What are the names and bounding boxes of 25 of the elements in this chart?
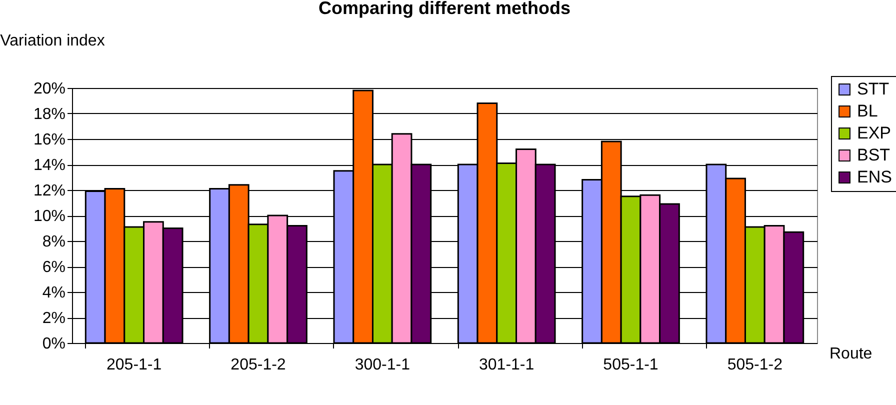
y-tick-label: 10% — [33, 208, 66, 225]
x-tick-label: 205-1-2 — [230, 356, 286, 374]
x-axis-title: Route — [830, 346, 872, 362]
chart-title: Comparing different methods — [318, 0, 571, 18]
x-tick-label: 505-1-2 — [727, 356, 783, 374]
y-tick-label: 20% — [33, 80, 66, 98]
legend-label: ENS — [857, 168, 892, 186]
y-tick-label: 8% — [42, 234, 66, 250]
y-tick-label: 6% — [42, 259, 66, 276]
y-tick-label: 16% — [33, 132, 66, 148]
legend-label: BL — [857, 102, 878, 120]
y-tick-label: 2% — [42, 310, 66, 327]
y-tick-label: 14% — [33, 157, 66, 174]
y-tick-label: 4% — [42, 284, 66, 302]
x-tick-label: 300-1-1 — [354, 356, 410, 374]
legend-label: STT — [857, 80, 890, 98]
x-tick-label: 301-1-1 — [479, 356, 534, 374]
legend-label: EXP — [857, 124, 892, 142]
y-axis-title: Variation index — [0, 32, 105, 50]
y-tick-label: 0% — [42, 336, 66, 352]
y-tick-label: 12% — [33, 182, 66, 200]
legend-label: BST — [857, 146, 890, 164]
x-tick-label: 505-1-1 — [603, 356, 658, 374]
x-tick-label: 205-1-1 — [106, 356, 162, 374]
y-tick-label: 18% — [33, 106, 66, 123]
